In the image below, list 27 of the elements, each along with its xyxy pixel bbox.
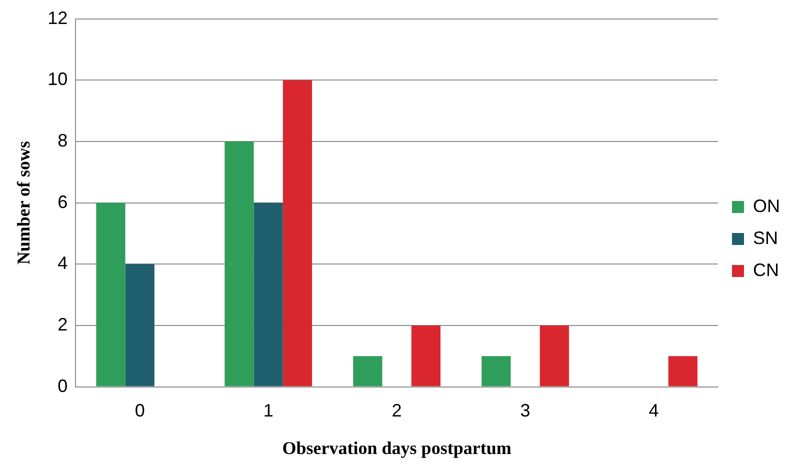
- x-tick-label: 1: [263, 400, 274, 421]
- bar: [224, 141, 254, 386]
- y-axis-title: Number of sows: [13, 140, 34, 265]
- y-tick-label: 12: [48, 8, 68, 28]
- x-tick-label: 4: [648, 400, 659, 421]
- x-axis-title: Observation days postpartum: [282, 438, 512, 458]
- bar: [482, 356, 511, 386]
- bar: [282, 80, 312, 386]
- y-tick-label: 2: [58, 314, 68, 334]
- bar: [353, 356, 382, 386]
- y-tick-label: 8: [58, 130, 68, 150]
- legend-label: ON: [753, 196, 780, 216]
- bar: [254, 202, 283, 386]
- legend-label: CN: [753, 260, 779, 280]
- y-tick-label: 6: [58, 192, 68, 212]
- bar: [668, 356, 698, 386]
- x-tick-label: 2: [392, 400, 402, 421]
- x-tick-label: 3: [520, 400, 530, 421]
- y-tick-label: 10: [48, 69, 68, 90]
- bar: [96, 202, 126, 386]
- legend-label: SN: [753, 228, 778, 248]
- y-tick-label: 0: [58, 376, 68, 396]
- y-tick-label: 4: [58, 253, 68, 274]
- bar: [125, 264, 154, 386]
- bar: [411, 325, 440, 386]
- x-tick-label: 0: [134, 400, 145, 421]
- bar: [540, 325, 569, 386]
